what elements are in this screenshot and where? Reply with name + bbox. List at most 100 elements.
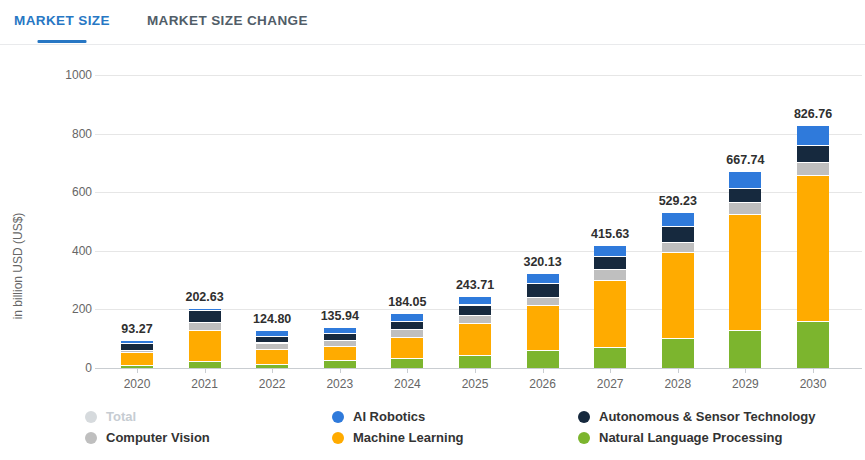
x-tick-mark <box>610 368 611 373</box>
legend-label: Natural Language Processing <box>599 430 783 445</box>
bar-total-label: 243.71 <box>440 278 510 292</box>
bar-segment-machine-learning[interactable] <box>189 330 221 361</box>
bar-segment-computer-vision[interactable] <box>324 340 356 346</box>
x-tick-label: 2029 <box>715 377 775 391</box>
bar-segment-autonomous-sensor-technology[interactable] <box>121 343 153 349</box>
y-tick-label: 200 <box>37 302 92 316</box>
bar-total-label: 415.63 <box>575 227 645 241</box>
y-tick-label: 400 <box>37 244 92 258</box>
bar-total-label: 826.76 <box>778 107 848 121</box>
bar-segment-ai-robotics[interactable] <box>121 341 153 344</box>
bar-total-label: 124.80 <box>237 312 307 326</box>
bar-segment-machine-learning[interactable] <box>391 337 423 359</box>
legend-item-ai-robotics[interactable]: AI Robotics <box>332 406 464 427</box>
bar-total-label: 202.63 <box>170 290 240 304</box>
bar-segment-natural-language-processing[interactable] <box>527 350 559 368</box>
bar-segment-natural-language-processing[interactable] <box>797 321 829 368</box>
bar-segment-computer-vision[interactable] <box>662 242 694 252</box>
bar-segment-ai-robotics[interactable] <box>662 213 694 226</box>
bar-total-label: 667.74 <box>710 153 780 167</box>
bar-segment-computer-vision[interactable] <box>594 269 626 280</box>
legend-item-autonomous-sensor-technology[interactable]: Autonomous & Sensor Technology <box>578 406 815 427</box>
legend-label: Total <box>106 409 136 424</box>
bar-segment-machine-learning[interactable] <box>797 175 829 322</box>
bar-segment-natural-language-processing[interactable] <box>459 355 491 368</box>
bar-segment-machine-learning[interactable] <box>662 252 694 338</box>
x-tick-mark <box>407 368 408 373</box>
tab-bar: MARKET SIZE MARKET SIZE CHANGE <box>0 0 865 45</box>
x-tick-label: 2026 <box>513 377 573 391</box>
bar-segment-machine-learning[interactable] <box>256 349 288 364</box>
bar-segment-natural-language-processing[interactable] <box>729 330 761 368</box>
bar-segment-natural-language-processing[interactable] <box>189 361 221 368</box>
legend-dot <box>85 411 97 423</box>
bar-segment-autonomous-sensor-technology[interactable] <box>594 256 626 268</box>
bar-segment-computer-vision[interactable] <box>527 297 559 305</box>
bar-segment-autonomous-sensor-technology[interactable] <box>797 145 829 162</box>
bar-segment-machine-learning[interactable] <box>729 214 761 331</box>
bar-segment-ai-robotics[interactable] <box>256 331 288 336</box>
x-tick-label: 2020 <box>107 377 167 391</box>
bar-segment-autonomous-sensor-technology[interactable] <box>729 188 761 202</box>
bar-total-label: 93.27 <box>102 322 172 336</box>
bar-segment-ai-robotics[interactable] <box>459 297 491 305</box>
bar-segment-computer-vision[interactable] <box>121 350 153 352</box>
tab-market-size-change-label: MARKET SIZE CHANGE <box>147 13 308 28</box>
bar-segment-machine-learning[interactable] <box>121 352 153 365</box>
x-tick-mark <box>745 368 746 373</box>
active-tab-underline <box>37 40 86 43</box>
x-tick-label: 2023 <box>310 377 370 391</box>
bar-segment-computer-vision[interactable] <box>797 162 829 175</box>
legend-item-machine-learning[interactable]: Machine Learning <box>332 427 464 448</box>
bar-segment-autonomous-sensor-technology[interactable] <box>189 310 221 322</box>
x-tick-label: 2022 <box>242 377 302 391</box>
x-tick-mark <box>813 368 814 373</box>
bar-segment-ai-robotics[interactable] <box>391 314 423 321</box>
bar-segment-autonomous-sensor-technology[interactable] <box>324 333 356 339</box>
bar-segment-computer-vision[interactable] <box>459 315 491 323</box>
bar-segment-natural-language-processing[interactable] <box>391 358 423 368</box>
bar-segment-ai-robotics[interactable] <box>729 172 761 187</box>
x-axis-line <box>95 368 862 369</box>
legend-label: Autonomous & Sensor Technology <box>599 409 815 424</box>
bar-segment-autonomous-sensor-technology[interactable] <box>459 305 491 315</box>
x-tick-mark <box>137 368 138 373</box>
tab-market-size[interactable]: MARKET SIZE <box>14 0 110 42</box>
bar-total-label: 320.13 <box>508 255 578 269</box>
legend-dot <box>332 432 344 444</box>
bar-segment-machine-learning[interactable] <box>459 323 491 355</box>
legend-dot <box>332 411 344 423</box>
legend-item-computer-vision[interactable]: Computer Vision <box>85 427 210 448</box>
bar-segment-natural-language-processing[interactable] <box>662 338 694 368</box>
bar-segment-ai-robotics[interactable] <box>189 309 221 310</box>
bar-segment-ai-robotics[interactable] <box>324 328 356 333</box>
bar-segment-ai-robotics[interactable] <box>527 274 559 283</box>
x-tick-mark <box>205 368 206 373</box>
bar-segment-computer-vision[interactable] <box>189 322 221 330</box>
bar-segment-autonomous-sensor-technology[interactable] <box>391 321 423 329</box>
bar-segment-machine-learning[interactable] <box>527 305 559 350</box>
bar-segment-autonomous-sensor-technology[interactable] <box>527 283 559 296</box>
x-tick-label: 2021 <box>175 377 235 391</box>
bar-segment-machine-learning[interactable] <box>324 346 356 360</box>
bar-segment-computer-vision[interactable] <box>256 343 288 349</box>
tab-market-size-change[interactable]: MARKET SIZE CHANGE <box>147 0 308 42</box>
tab-market-size-label: MARKET SIZE <box>14 13 110 28</box>
legend-column: Autonomous & Sensor Technology Natural La… <box>578 406 815 448</box>
bar-segment-autonomous-sensor-technology[interactable] <box>662 226 694 242</box>
bar-segment-computer-vision[interactable] <box>391 329 423 337</box>
x-tick-label: 2028 <box>648 377 708 391</box>
bar-segment-ai-robotics[interactable] <box>594 246 626 256</box>
legend-item-natural-language-processing[interactable]: Natural Language Processing <box>578 427 815 448</box>
legend-column: Total Computer Vision <box>85 406 210 448</box>
legend-label: AI Robotics <box>353 409 425 424</box>
bar-segment-ai-robotics[interactable] <box>797 126 829 145</box>
bar-segment-autonomous-sensor-technology[interactable] <box>256 336 288 342</box>
bar-segment-natural-language-processing[interactable] <box>324 360 356 368</box>
x-tick-mark <box>272 368 273 373</box>
legend-item-total[interactable]: Total <box>85 406 210 427</box>
bar-total-label: 135.94 <box>305 309 375 323</box>
bar-segment-machine-learning[interactable] <box>594 280 626 347</box>
bar-segment-computer-vision[interactable] <box>729 202 761 214</box>
bar-segment-natural-language-processing[interactable] <box>594 347 626 368</box>
